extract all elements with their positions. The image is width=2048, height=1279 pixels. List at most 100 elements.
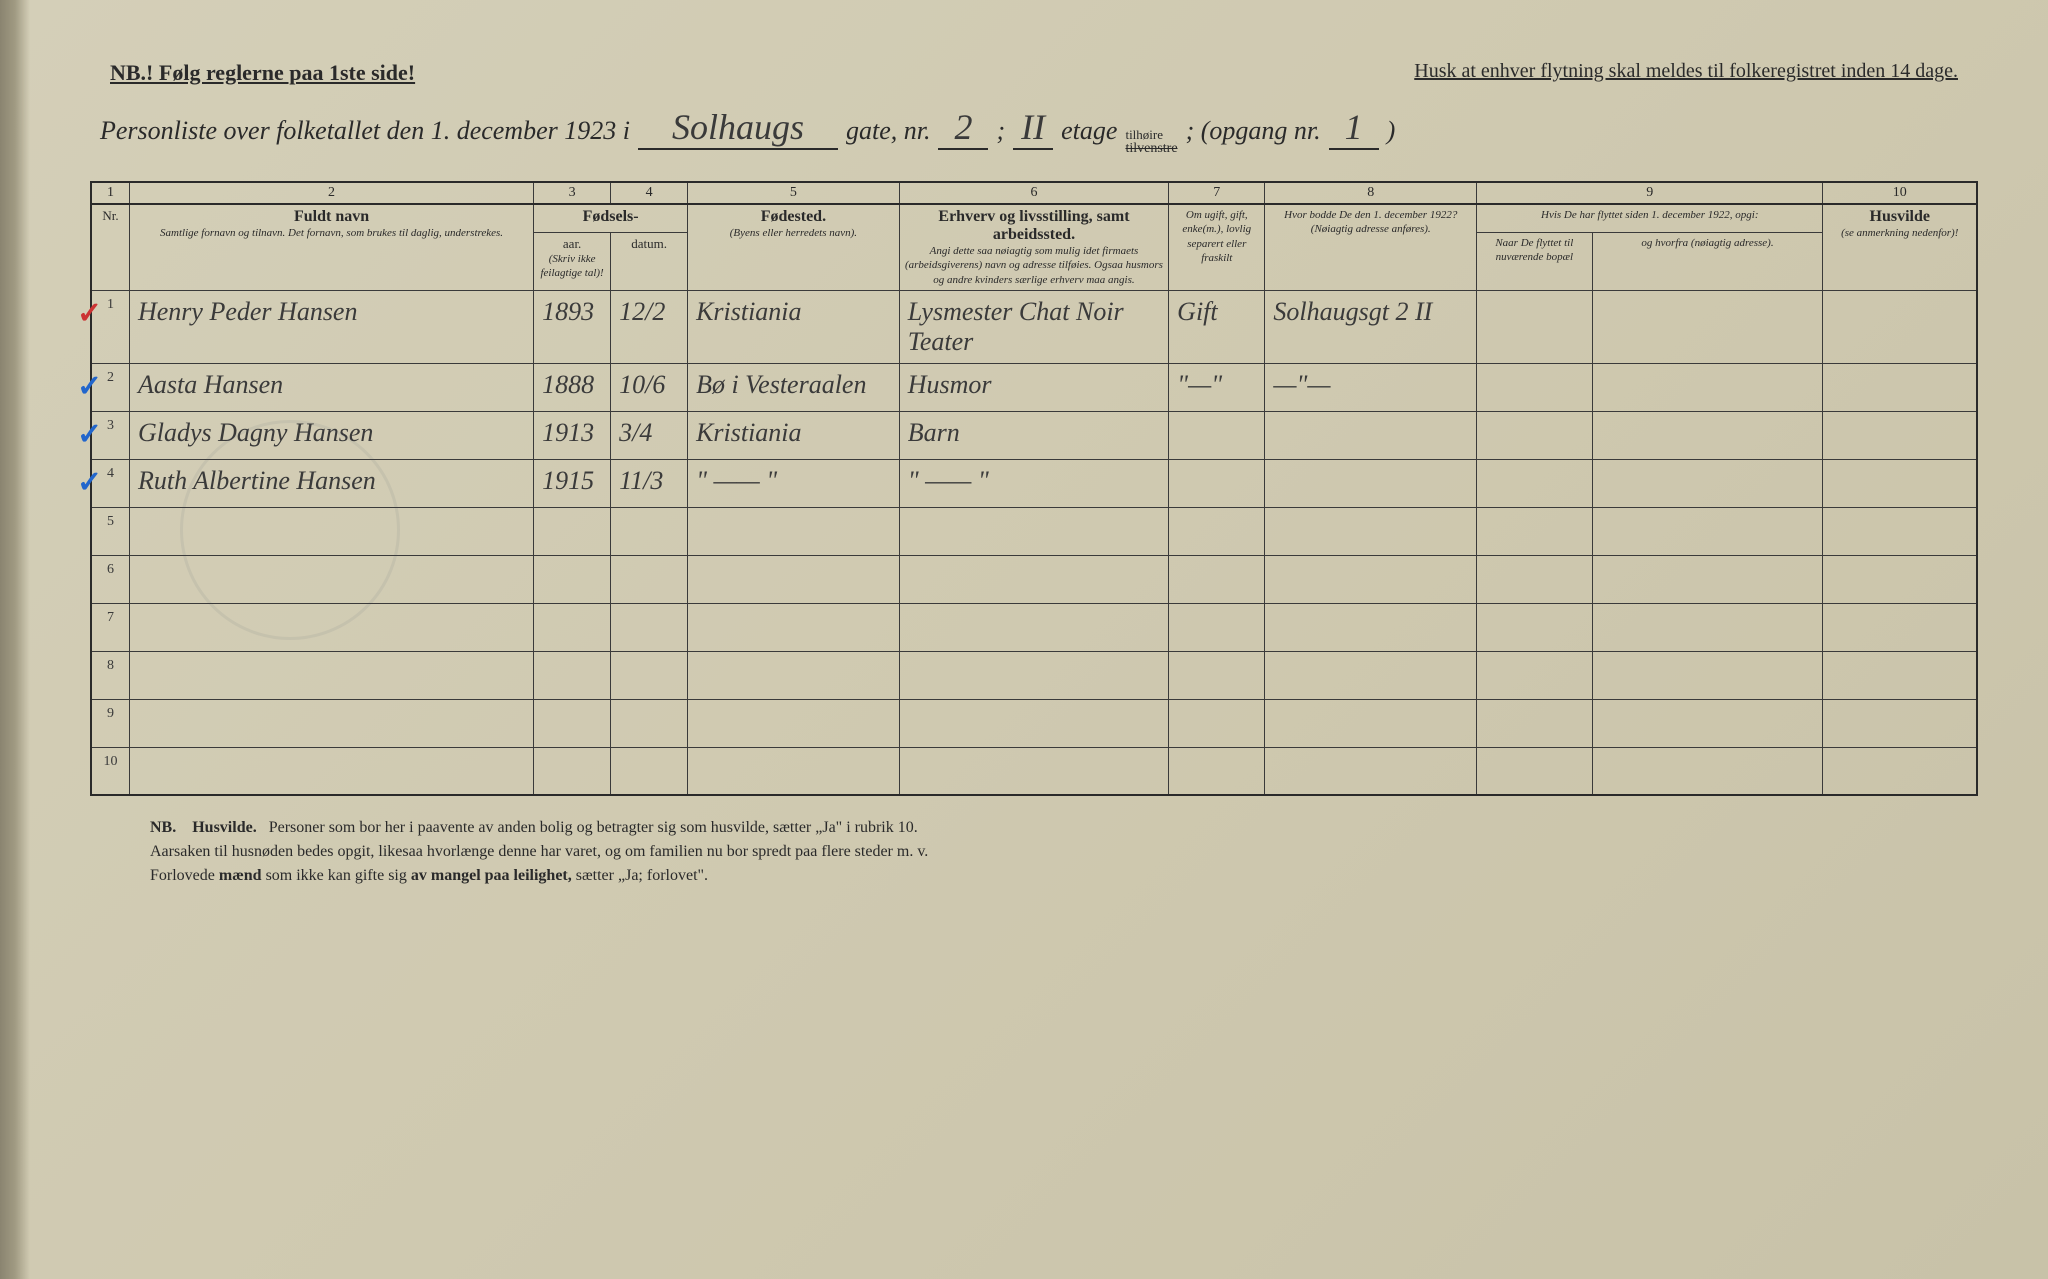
header-naar: Naar De flyttet til nuværende bopæl — [1477, 233, 1592, 291]
cell-birthplace — [688, 651, 900, 699]
cell-birthplace: " —— " — [688, 459, 900, 507]
cell-from — [1592, 290, 1823, 363]
cell-from — [1592, 555, 1823, 603]
col-num-1: 1 — [91, 182, 129, 204]
cell-birthplace: Kristiania — [688, 290, 900, 363]
table-row: 7 — [91, 603, 1977, 651]
cell-year — [534, 651, 611, 699]
footer-line3c: sætter „Ja; forlovet". — [576, 867, 708, 884]
cell-marital — [1169, 651, 1265, 699]
cell-when — [1477, 363, 1592, 411]
fodested-title: Fødested. — [691, 208, 896, 226]
cell-when — [1477, 411, 1592, 459]
cell-year — [534, 699, 611, 747]
cell-occupation: Barn — [899, 411, 1168, 459]
header-husvilde: Husvilde (se anmerkning nedenfor)! — [1823, 204, 1977, 290]
cell-husvilde — [1823, 290, 1977, 363]
check-mark-icon: ✓ — [77, 417, 102, 452]
cell-year: 1915 — [534, 459, 611, 507]
cell-year — [534, 603, 611, 651]
cell-name — [129, 507, 533, 555]
header-prev-addr: Hvor bodde De den 1. december 1922? (Nøi… — [1265, 204, 1477, 290]
cell-date: 11/3 — [611, 459, 688, 507]
cell-occupation: Husmor — [899, 363, 1168, 411]
cell-from — [1592, 699, 1823, 747]
husk-instruction: Husk at enhver flytning skal meldes til … — [1414, 60, 1958, 86]
husvilde-sub: (se anmerkning nedenfor)! — [1826, 226, 1973, 240]
cell-marital: "—" — [1169, 363, 1265, 411]
cell-prev-addr — [1265, 555, 1477, 603]
header-aar: aar. (Skriv ikke feilagtige tal)! — [534, 233, 611, 291]
check-mark-icon: ✓ — [77, 465, 102, 500]
name-title: Fuldt navn — [133, 208, 530, 226]
cell-marital — [1169, 747, 1265, 795]
tilvenstre-text: tilvenstre — [1125, 141, 1177, 156]
footer-line2: Aarsaken til husnøden bedes opgit, likes… — [150, 843, 928, 860]
cell-name: Aasta Hansen — [129, 363, 533, 411]
cell-when — [1477, 507, 1592, 555]
cell-husvilde — [1823, 603, 1977, 651]
cell-husvilde — [1823, 459, 1977, 507]
column-number-row: 1 2 3 4 5 6 7 8 9 10 — [91, 182, 1977, 204]
cell-nr: 10 — [91, 747, 129, 795]
street-name: Solhaugs — [638, 106, 838, 150]
table-body: ✓1 Henry Peder Hansen 1893 12/2 Kristian… — [91, 290, 1977, 795]
header-fodested: Fødested. (Byens eller herredets navn). — [688, 204, 900, 290]
erhverv-sub: Angi dette saa nøiagtig som mulig idet f… — [903, 244, 1165, 287]
header-marital: Om ugift, gift, enke(m.), lovlig separer… — [1169, 204, 1265, 290]
cell-birthplace — [688, 507, 900, 555]
table-row: 8 — [91, 651, 1977, 699]
opgang-label: ; (opgang nr. — [1186, 116, 1321, 146]
cell-marital — [1169, 411, 1265, 459]
tilhoire-text: tilhøire — [1125, 127, 1163, 142]
col-num-2: 2 — [129, 182, 533, 204]
table-row: ✓3 Gladys Dagny Hansen 1913 3/4 Kristian… — [91, 411, 1977, 459]
cell-occupation: " —— " — [899, 459, 1168, 507]
cell-prev-addr — [1265, 459, 1477, 507]
opgang-nr: 1 — [1329, 106, 1379, 150]
cell-birthplace: Bø i Vesteraalen — [688, 363, 900, 411]
cell-name — [129, 555, 533, 603]
cell-when — [1477, 555, 1592, 603]
cell-husvilde — [1823, 363, 1977, 411]
footer-line3-bold: mænd — [219, 867, 262, 884]
cell-marital — [1169, 507, 1265, 555]
nb-instruction: NB.! Følg reglerne paa 1ste side! — [110, 60, 415, 86]
col-num-3: 3 — [534, 182, 611, 204]
col-num-6: 6 — [899, 182, 1168, 204]
aar-label: aar. — [537, 236, 607, 252]
cell-date: 3/4 — [611, 411, 688, 459]
cell-occupation — [899, 651, 1168, 699]
cell-date: 12/2 — [611, 290, 688, 363]
cell-husvilde — [1823, 555, 1977, 603]
prev-sub: (Nøiagtig adresse anføres). — [1268, 222, 1473, 236]
footer-line1: Personer som bor her i paavente av anden… — [269, 819, 918, 836]
cell-birthplace — [688, 747, 900, 795]
cell-prev-addr — [1265, 603, 1477, 651]
cell-occupation — [899, 555, 1168, 603]
cell-name: Ruth Albertine Hansen — [129, 459, 533, 507]
footer-line3b: som ikke kan gifte sig — [266, 867, 411, 884]
cell-husvilde — [1823, 747, 1977, 795]
cell-from — [1592, 651, 1823, 699]
cell-from — [1592, 411, 1823, 459]
footer-nb: NB. — [150, 819, 176, 836]
cell-prev-addr — [1265, 651, 1477, 699]
aar-sub: (Skriv ikke feilagtige tal)! — [537, 252, 607, 281]
cell-prev-addr: —"— — [1265, 363, 1477, 411]
cell-birthplace — [688, 699, 900, 747]
cell-from — [1592, 747, 1823, 795]
cell-husvilde — [1823, 699, 1977, 747]
cell-date — [611, 699, 688, 747]
table-row: ✓2 Aasta Hansen 1888 10/6 Bø i Vesteraal… — [91, 363, 1977, 411]
table-row: 6 — [91, 555, 1977, 603]
tilhoire-label: tilhøire tilvenstre — [1125, 128, 1177, 156]
cell-nr: ✓4 — [91, 459, 129, 507]
cell-name: Henry Peder Hansen — [129, 290, 533, 363]
semicolon: ; — [996, 116, 1005, 146]
footer-husvilde: Husvilde. — [192, 819, 256, 836]
cell-when — [1477, 747, 1592, 795]
cell-nr: 7 — [91, 603, 129, 651]
header-flyttet: Hvis De har flyttet siden 1. december 19… — [1477, 204, 1823, 233]
cell-marital — [1169, 699, 1265, 747]
